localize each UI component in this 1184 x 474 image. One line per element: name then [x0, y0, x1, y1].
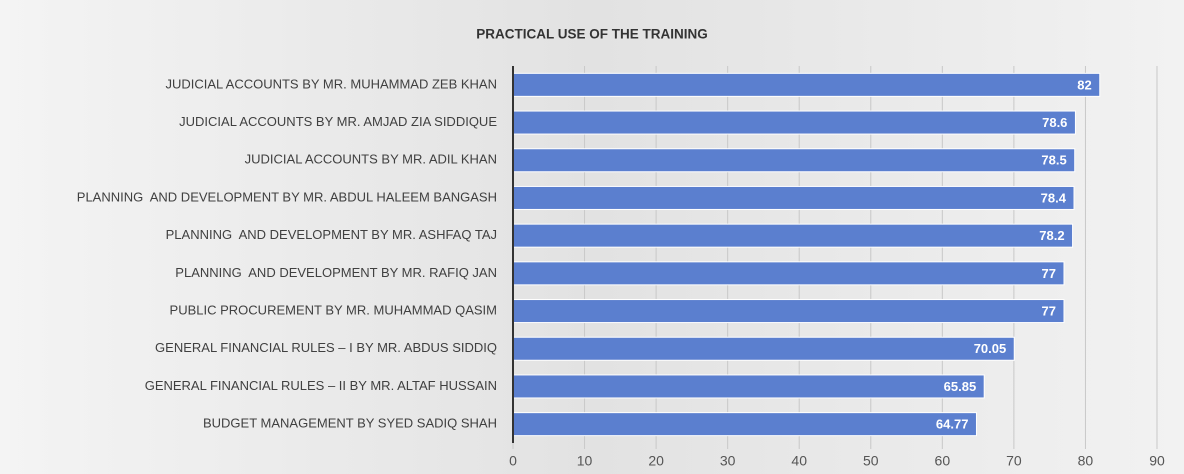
bar: [512, 412, 977, 437]
y-tick-label: GENERAL FINANCIAL RULES – I BY MR. ABDUS…: [155, 340, 497, 355]
bar: [512, 72, 1101, 97]
data-label: 77: [1042, 303, 1056, 318]
x-tick-label: 70: [1006, 453, 1022, 469]
y-tick-label: PLANNING AND DEVELOPMENT BY MR. RAFIQ JA…: [175, 265, 497, 280]
data-label: 70.05: [974, 341, 1007, 356]
data-label: 78.5: [1041, 153, 1066, 168]
x-tick-label: 50: [863, 453, 879, 469]
data-label: 65.85: [944, 379, 977, 394]
x-tick-label: 90: [1149, 453, 1165, 469]
y-tick-label: PLANNING AND DEVELOPMENT BY MR. ABDUL HA…: [77, 189, 497, 204]
y-tick-label: PLANNING AND DEVELOPMENT BY MR. ASHFAQ T…: [166, 227, 497, 242]
x-tick-label: 30: [720, 453, 736, 469]
bar: [512, 185, 1075, 210]
y-tick-label: GENERAL FINANCIAL RULES – II BY MR. ALTA…: [145, 378, 497, 393]
bar: [512, 299, 1065, 324]
y-tick-label: BUDGET MANAGEMENT BY SYED SADIQ SHAH: [203, 416, 497, 431]
x-tick-label: 0: [509, 453, 517, 469]
y-tick-label: JUDICIAL ACCOUNTS BY MR. AMJAD ZIA SIDDI…: [179, 114, 497, 129]
data-label: 64.77: [936, 417, 969, 432]
data-label: 78.2: [1039, 228, 1064, 243]
bar: [512, 261, 1065, 286]
bar: [512, 148, 1076, 173]
bar: [512, 223, 1074, 248]
x-tick-label: 20: [648, 453, 664, 469]
data-label: 78.4: [1041, 190, 1067, 205]
data-label: 82: [1077, 77, 1091, 92]
data-label: 77: [1042, 266, 1056, 281]
bar: [512, 336, 1015, 361]
x-tick-label: 80: [1078, 453, 1094, 469]
data-label: 78.6: [1042, 115, 1067, 130]
x-tick-label: 10: [577, 453, 593, 469]
chart-title: PRACTICAL USE OF THE TRAINING: [476, 27, 708, 42]
y-tick-label: PUBLIC PROCUREMENT BY MR. MUHAMMAD QASIM: [170, 302, 497, 317]
y-tick-label: JUDICIAL ACCOUNTS BY MR. MUHAMMAD ZEB KH…: [165, 76, 497, 91]
bar: [512, 374, 985, 399]
x-tick-label: 60: [935, 453, 951, 469]
bar: [512, 110, 1076, 135]
x-tick-label: 40: [791, 453, 807, 469]
y-tick-label: JUDICIAL ACCOUNTS BY MR. ADIL KHAN: [245, 152, 497, 167]
